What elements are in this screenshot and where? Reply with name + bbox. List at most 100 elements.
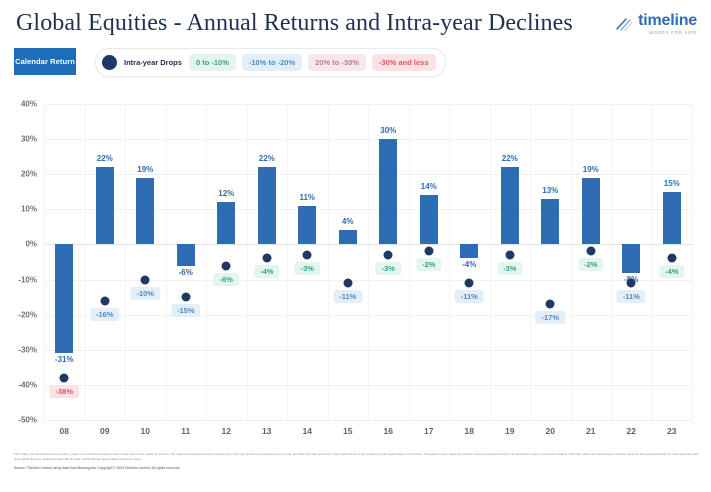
chart-footer: This chart is for illustrative purposes … bbox=[14, 452, 698, 470]
x-axis-tick-23: 23 bbox=[667, 426, 677, 436]
drop-dot-23[interactable] bbox=[667, 253, 677, 263]
bar-20[interactable] bbox=[541, 198, 560, 245]
drop-dot-18[interactable] bbox=[464, 278, 474, 288]
category-divider bbox=[84, 104, 86, 420]
category-divider bbox=[692, 104, 693, 420]
bar-label-20: 13% bbox=[542, 185, 559, 195]
plot-area: 40% 30% 20% 10% 0% -10% -20% -30% -40% -50% -31% -3… bbox=[18, 100, 693, 436]
bar-21[interactable] bbox=[581, 177, 600, 245]
category-divider bbox=[530, 104, 531, 420]
bar-19[interactable] bbox=[500, 167, 519, 245]
y-axis-tick: 40% bbox=[20, 99, 37, 109]
drop-dot-14[interactable] bbox=[302, 250, 312, 260]
legend-intra-year-dot-swatch bbox=[102, 55, 117, 70]
x-axis-tick-13: 13 bbox=[262, 426, 272, 436]
bar-label-16: 30% bbox=[380, 126, 397, 136]
drop-dot-12[interactable] bbox=[221, 261, 231, 270]
bar-label-08: -31% bbox=[54, 355, 74, 365]
bar-23[interactable] bbox=[662, 191, 681, 245]
drop-dot-15[interactable] bbox=[343, 278, 353, 288]
y-axis-tick: -20% bbox=[18, 310, 37, 320]
drop-label-15: -11% bbox=[333, 290, 363, 304]
drop-label-22: -11% bbox=[616, 290, 646, 304]
drop-dot-21[interactable] bbox=[586, 246, 596, 256]
legend-intra-year-label: Intra-year Drops bbox=[124, 58, 182, 67]
category-divider bbox=[44, 104, 45, 420]
bar-label-13: 22% bbox=[258, 154, 275, 164]
y-axis-tick: -50% bbox=[18, 415, 37, 425]
y-axis-tick: -10% bbox=[18, 275, 37, 285]
gridline bbox=[44, 420, 692, 421]
legend-badge-group: 0 to -10% -10% to -20% 20% to -30% -30% and… bbox=[188, 54, 436, 71]
y-axis-tick: -30% bbox=[18, 345, 37, 355]
legend-badge-0[interactable]: 0 to -10% bbox=[188, 54, 236, 71]
x-axis-tick-21: 21 bbox=[586, 426, 596, 436]
bar-14[interactable] bbox=[298, 205, 317, 245]
timeline-logo: timeline MONEY FOR LIFE bbox=[616, 13, 697, 35]
bar-16[interactable] bbox=[379, 139, 398, 245]
bar-10[interactable] bbox=[136, 177, 155, 245]
drop-label-20: -17% bbox=[535, 311, 566, 325]
drop-dot-17[interactable] bbox=[424, 246, 434, 256]
bar-11[interactable] bbox=[176, 244, 195, 266]
disclaimer-text: This chart is for illustrative purposes … bbox=[14, 452, 698, 461]
x-axis-tick-12: 12 bbox=[221, 426, 231, 436]
bar-13[interactable] bbox=[257, 167, 276, 245]
category-divider bbox=[651, 104, 653, 420]
drop-dot-22[interactable] bbox=[626, 278, 636, 288]
y-axis-tick: 0% bbox=[25, 239, 37, 249]
bar-label-15: 4% bbox=[341, 217, 354, 227]
category-divider bbox=[206, 104, 207, 420]
drop-label-18: -11% bbox=[454, 290, 484, 304]
category-divider bbox=[449, 104, 450, 420]
bar-15[interactable] bbox=[338, 230, 357, 245]
logo-wordmark: timeline bbox=[638, 12, 697, 29]
drop-dot-10[interactable] bbox=[140, 275, 150, 285]
bar-label-21: 19% bbox=[582, 164, 599, 174]
category-divider bbox=[570, 104, 572, 420]
legend-pill: Intra-year Drops 0 to -10% -10% to -20% 20… bbox=[95, 48, 446, 77]
category-divider bbox=[489, 104, 491, 420]
bar-label-09: 22% bbox=[96, 154, 113, 164]
category-divider bbox=[408, 104, 410, 420]
bar-17[interactable] bbox=[419, 195, 438, 245]
bar-18[interactable] bbox=[460, 244, 479, 259]
bar-12[interactable] bbox=[217, 202, 236, 245]
chart-legend: Calendar Return Intra-year Drops 0 to -1… bbox=[14, 48, 446, 77]
bar-label-14: 11% bbox=[299, 192, 316, 202]
legend-badge-2[interactable]: 20% to -30% bbox=[308, 54, 366, 71]
drop-label-12: -6% bbox=[213, 272, 239, 286]
bar-label-23: 15% bbox=[663, 178, 680, 188]
bar-09[interactable] bbox=[95, 167, 114, 245]
drop-label-16: -3% bbox=[375, 261, 401, 275]
page-title: Global Equities - Annual Returns and Int… bbox=[16, 10, 573, 36]
chart-canvas: 40% 30% 20% 10% 0% -10% -20% -30% -40% -50% -31% -3… bbox=[0, 90, 711, 436]
drop-dot-20[interactable] bbox=[545, 299, 555, 309]
drop-label-11: -15% bbox=[170, 304, 201, 318]
legend-badge-3[interactable]: -30% and less bbox=[371, 54, 436, 71]
drop-label-10: -10% bbox=[130, 286, 161, 300]
chart-header: Global Equities - Annual Returns and Int… bbox=[0, 0, 711, 46]
y-axis-tick: 10% bbox=[20, 204, 37, 214]
bar-label-12: 12% bbox=[218, 189, 235, 199]
drop-dot-08[interactable] bbox=[59, 373, 69, 383]
drop-dot-16[interactable] bbox=[383, 250, 393, 260]
category-divider bbox=[287, 104, 288, 420]
drop-dot-13[interactable] bbox=[262, 253, 272, 263]
bar-label-18: -4% bbox=[462, 260, 477, 270]
drop-label-21: -2% bbox=[578, 258, 604, 272]
y-axis-tick: -40% bbox=[18, 380, 37, 390]
drop-dot-09[interactable] bbox=[100, 296, 110, 306]
bar-label-19: 22% bbox=[501, 154, 518, 164]
legend-calendar-return-tab[interactable]: Calendar Return bbox=[14, 48, 76, 75]
x-axis-tick-22: 22 bbox=[626, 426, 636, 436]
drop-dot-19[interactable] bbox=[505, 250, 515, 260]
bar-22[interactable] bbox=[622, 244, 641, 273]
logo-swoosh-icon bbox=[616, 17, 633, 31]
category-divider bbox=[125, 104, 126, 420]
legend-badge-1[interactable]: -10% to -20% bbox=[241, 54, 303, 71]
drop-dot-11[interactable] bbox=[181, 292, 191, 302]
bar-label-11: -6% bbox=[178, 267, 193, 277]
bar-08[interactable] bbox=[55, 244, 74, 354]
x-axis-tick-11: 11 bbox=[181, 426, 191, 436]
